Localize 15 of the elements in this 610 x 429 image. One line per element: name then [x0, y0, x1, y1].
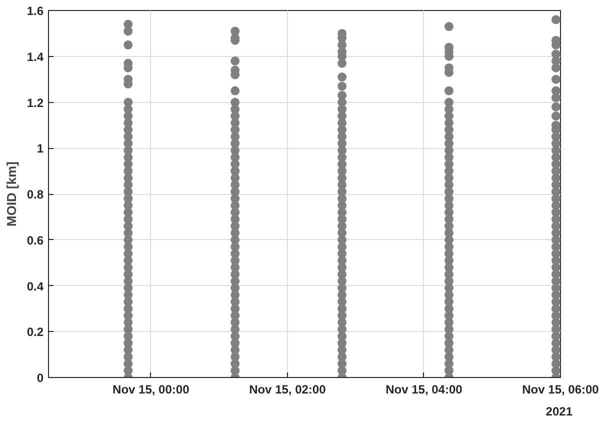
y-tick-label: 0.8: [26, 188, 44, 202]
y-tick-label: 0: [36, 371, 44, 385]
y-tick-label: 1.2: [26, 96, 44, 110]
y-axis-title: MOID [km]: [4, 162, 19, 226]
x-tick-label: Nov 15, 02:00: [249, 382, 326, 396]
text: 2021: [546, 404, 573, 418]
y-tick-label: 1.6: [26, 4, 44, 18]
x-tick-label: Nov 15, 00:00: [112, 382, 190, 396]
x-tick-label: Nov 15, 06:00: [522, 382, 600, 396]
y-tick-label: 1.4: [26, 50, 44, 64]
y-tick-label: 0.4: [26, 279, 44, 294]
y-tick-label: 0.6: [26, 233, 44, 248]
x-tick-label: Nov 15, 04:00: [386, 382, 463, 396]
y-tick-label: 0.2: [26, 325, 44, 340]
y-tick-label: 1: [36, 142, 44, 156]
